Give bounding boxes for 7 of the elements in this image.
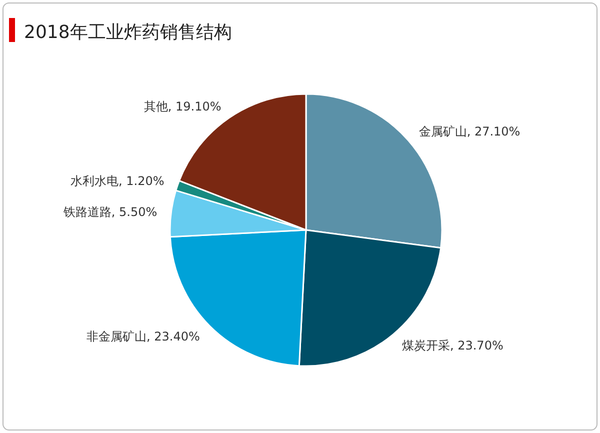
slice-label: 金属矿山, 27.10% [418, 124, 520, 138]
slice-label: 非金属矿山, 23.40% [86, 329, 200, 344]
slice-label: 铁路道路, 5.50% [62, 204, 158, 219]
slice-label: 其他, 19.10% [144, 99, 222, 114]
slice-label: 煤炭开采, 23.70% [402, 338, 504, 352]
slice-label: 水利水电, 1.20% [70, 174, 164, 188]
chart-title: 2018年工业炸药销售结构 [24, 22, 232, 43]
